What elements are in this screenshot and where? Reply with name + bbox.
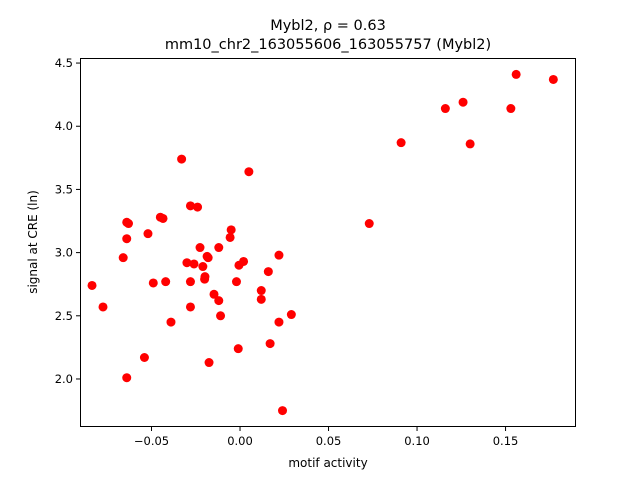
data-point bbox=[166, 317, 176, 327]
chart-title-line2: mm10_chr2_163055606_163055757 (Mybl2) bbox=[165, 37, 491, 53]
y-tick-label: 4.5 bbox=[55, 56, 73, 70]
data-point bbox=[185, 302, 195, 312]
y-axis: 2.0 2.5 3.0 3.5 4.0 4.5 bbox=[55, 56, 80, 386]
data-point bbox=[204, 358, 214, 368]
data-point bbox=[185, 277, 195, 287]
plot-area-frame bbox=[80, 58, 576, 427]
x-tick-label: 0.15 bbox=[493, 434, 519, 448]
data-point bbox=[214, 296, 224, 306]
data-point bbox=[231, 277, 241, 287]
data-point bbox=[148, 278, 158, 288]
data-point bbox=[87, 280, 97, 290]
y-tick-label: 2.5 bbox=[55, 309, 73, 323]
x-tick-label: −0.05 bbox=[134, 434, 169, 448]
data-point bbox=[118, 253, 128, 263]
y-axis-label: signal at CRE (ln) bbox=[26, 190, 40, 294]
data-point bbox=[98, 302, 108, 312]
data-point bbox=[209, 289, 219, 299]
data-point bbox=[214, 243, 224, 253]
data-point bbox=[364, 219, 374, 229]
data-point bbox=[193, 202, 203, 212]
data-point bbox=[458, 97, 468, 107]
data-point bbox=[122, 373, 132, 383]
chart-title-line1: Mybl2, ρ = 0.63 bbox=[270, 18, 386, 34]
data-point bbox=[158, 213, 168, 223]
data-point bbox=[195, 243, 205, 253]
data-point bbox=[511, 69, 521, 79]
data-point bbox=[263, 267, 273, 277]
data-point bbox=[256, 294, 266, 304]
y-tick-label: 3.0 bbox=[55, 246, 73, 260]
data-point bbox=[256, 286, 266, 296]
data-point bbox=[177, 154, 187, 164]
y-tick-label: 3.5 bbox=[55, 182, 73, 196]
x-tick-label: 0.10 bbox=[404, 434, 430, 448]
x-tick-label: 0.05 bbox=[316, 434, 342, 448]
data-point bbox=[278, 406, 288, 416]
data-point bbox=[506, 104, 516, 114]
data-point bbox=[216, 311, 226, 321]
data-point bbox=[265, 339, 275, 349]
data-point bbox=[440, 104, 450, 114]
data-point bbox=[202, 251, 212, 261]
x-axis: −0.05 0.00 0.05 0.10 0.15 bbox=[134, 427, 518, 448]
y-tick-label: 2.0 bbox=[55, 372, 73, 386]
data-point bbox=[274, 250, 284, 260]
data-point bbox=[226, 225, 236, 235]
x-tick-label: 0.00 bbox=[227, 434, 253, 448]
data-point bbox=[225, 232, 235, 242]
data-point bbox=[548, 74, 558, 84]
data-point bbox=[465, 139, 475, 149]
data-point bbox=[274, 317, 284, 327]
data-point bbox=[239, 256, 249, 266]
data-point bbox=[139, 352, 149, 362]
data-point bbox=[244, 167, 254, 177]
data-point bbox=[286, 310, 296, 320]
data-point bbox=[233, 344, 243, 354]
data-point bbox=[122, 234, 132, 244]
data-point bbox=[124, 219, 134, 229]
y-tick-label: 4.0 bbox=[55, 119, 73, 133]
x-axis-label: motif activity bbox=[288, 456, 367, 470]
data-point bbox=[182, 258, 192, 268]
data-point bbox=[143, 229, 153, 239]
data-point bbox=[396, 138, 406, 148]
data-points bbox=[87, 69, 558, 416]
data-point bbox=[185, 201, 195, 211]
data-point bbox=[161, 277, 171, 287]
data-point bbox=[200, 272, 210, 282]
data-point bbox=[198, 262, 208, 272]
data-point bbox=[189, 259, 199, 269]
